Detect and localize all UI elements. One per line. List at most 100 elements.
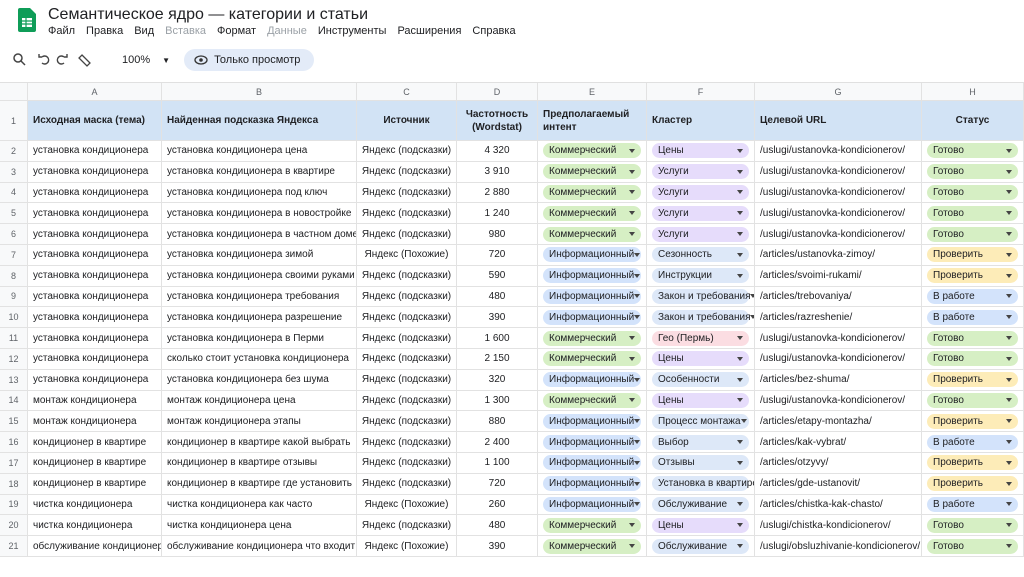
row-number: 4	[0, 182, 28, 204]
cell: Услуги	[647, 161, 755, 183]
dropdown-chip[interactable]: Услуги	[652, 226, 749, 242]
dropdown-chip[interactable]: Готово	[927, 538, 1018, 554]
dropdown-chip[interactable]: Готово	[927, 143, 1018, 159]
menu-item[interactable]: Формат	[217, 25, 257, 37]
dropdown-chip[interactable]: Информационный	[543, 268, 641, 284]
dropdown-chip[interactable]: Цены	[652, 392, 749, 408]
row-number: 19	[0, 494, 28, 516]
cell: кондиционер в квартире какой выбрать	[162, 432, 357, 453]
dropdown-chip[interactable]: Обслуживание	[652, 496, 749, 512]
dropdown-chip[interactable]: Услуги	[652, 205, 749, 221]
row-number: 6	[0, 224, 28, 245]
dropdown-chip[interactable]: Услуги	[652, 164, 749, 180]
row-number: 3	[0, 161, 28, 183]
view-mode[interactable]: Только просмотр	[184, 49, 315, 71]
cell: Информационный	[538, 473, 647, 495]
dropdown-chip[interactable]: Готово	[927, 164, 1018, 180]
dropdown-chip[interactable]: Коммерческий	[543, 205, 641, 221]
dropdown-chip[interactable]: Готово	[927, 517, 1018, 533]
dropdown-chip[interactable]: В работе	[927, 496, 1018, 512]
menu-item[interactable]: Расширения	[397, 25, 462, 37]
dropdown-chip[interactable]: Готово	[927, 392, 1018, 408]
cell: В работе	[922, 494, 1024, 516]
cell: 2 150	[457, 349, 538, 370]
dropdown-chip[interactable]: Коммерческий	[543, 330, 641, 346]
dropdown-chip[interactable]: Готово	[927, 184, 1018, 200]
dropdown-chip[interactable]: Готово	[927, 351, 1018, 367]
header-cell: Предполагаемый интент	[538, 101, 647, 141]
cell: установка кондиционера цена	[162, 141, 357, 162]
dropdown-chip[interactable]: Коммерческий	[543, 538, 641, 554]
dropdown-chip[interactable]: Выбор	[652, 434, 749, 450]
menu-item[interactable]: Файл	[48, 25, 76, 37]
dropdown-chip[interactable]: Закон и требования	[652, 309, 750, 325]
cell: Информационный	[538, 432, 647, 453]
zoom[interactable]: 100%	[122, 54, 151, 66]
menu-item[interactable]: Вставка	[165, 25, 207, 37]
dropdown-chip[interactable]: Цены	[652, 143, 749, 159]
dropdown-chip[interactable]: Отзывы	[652, 455, 749, 471]
dropdown-chip[interactable]: Информационный	[543, 476, 641, 492]
dropdown-chip[interactable]: Готово	[927, 205, 1018, 221]
dropdown-chip[interactable]: Информационный	[543, 247, 641, 263]
dropdown-chip[interactable]: Гео (Пермь)	[652, 330, 749, 346]
dropdown-chip[interactable]: Информационный	[543, 455, 641, 471]
dropdown-chip[interactable]: Информационный	[543, 413, 641, 429]
dropdown-chip[interactable]: Проверить	[927, 476, 1018, 492]
header-cell: Кластер	[647, 101, 755, 141]
row-number: 17	[0, 453, 28, 474]
row-number: 18	[0, 473, 28, 495]
menu-item[interactable]: Данные	[267, 25, 307, 37]
cell: установка кондиционера под ключ	[162, 182, 357, 204]
cell: Готово	[922, 141, 1024, 162]
cell: /uslugi/ustanovka-kondicionerov/	[755, 182, 922, 204]
dropdown-chip[interactable]: Инструкции	[652, 268, 749, 284]
dropdown-chip[interactable]: Информационный	[543, 372, 641, 388]
cell: установка кондиционера	[28, 369, 162, 391]
menu-item[interactable]: Вид	[134, 25, 155, 37]
menu-item[interactable]: Правка	[86, 25, 124, 37]
dropdown-chip[interactable]: В работе	[927, 434, 1018, 450]
dropdown-chip[interactable]: Услуги	[652, 184, 749, 200]
menu-item[interactable]: Справка	[472, 25, 516, 37]
dropdown-chip[interactable]: Процесс монтажа	[652, 413, 749, 429]
cell: /uslugi/ustanovka-kondicionerov/	[755, 224, 922, 245]
dropdown-chip[interactable]: Информационный	[543, 434, 641, 450]
dropdown-chip[interactable]: Готово	[927, 330, 1018, 346]
dropdown-chip[interactable]: Коммерческий	[543, 351, 641, 367]
dropdown-chip[interactable]: Цены	[652, 351, 749, 367]
cell: 320	[457, 369, 538, 391]
dropdown-chip[interactable]: Информационный	[543, 309, 641, 325]
dropdown-chip[interactable]: Проверить	[927, 247, 1018, 263]
cell: 4 320	[457, 141, 538, 162]
dropdown-chip[interactable]: Установка в квартире	[652, 476, 754, 492]
dropdown-chip[interactable]: Сезонность	[652, 247, 749, 263]
dropdown-chip[interactable]: Обслуживание	[652, 538, 749, 554]
dropdown-chip[interactable]: Особенности	[652, 372, 749, 388]
dropdown-chip[interactable]: Закон и требования	[652, 288, 750, 304]
menu-item[interactable]: Инструменты	[317, 25, 387, 37]
cell: Коммерческий	[538, 203, 647, 225]
dropdown-chip[interactable]: Проверить	[927, 413, 1018, 429]
dropdown-chip[interactable]: Коммерческий	[543, 392, 641, 408]
dropdown-chip[interactable]: Проверить	[927, 455, 1018, 471]
dropdown-chip[interactable]: В работе	[927, 288, 1018, 304]
cell: Коммерческий	[538, 328, 647, 349]
dropdown-chip[interactable]: Информационный	[543, 496, 641, 512]
dropdown-chip[interactable]: Коммерческий	[543, 226, 641, 242]
dropdown-chip[interactable]: Цены	[652, 517, 749, 533]
cell: Информационный	[538, 369, 647, 391]
dropdown-chip[interactable]: Проверить	[927, 372, 1018, 388]
cell: Информационный	[538, 411, 647, 433]
dropdown-chip[interactable]: Готово	[927, 226, 1018, 242]
column-letter: A	[28, 83, 162, 101]
dropdown-chip[interactable]: Коммерческий	[543, 164, 641, 180]
cell: Информационный	[538, 307, 647, 329]
dropdown-chip[interactable]: Коммерческий	[543, 517, 641, 533]
dropdown-chip[interactable]: Коммерческий	[543, 143, 641, 159]
dropdown-chip[interactable]: Проверить	[927, 268, 1018, 284]
dropdown-chip[interactable]: Информационный	[543, 288, 641, 304]
dropdown-chip[interactable]: Коммерческий	[543, 184, 641, 200]
dropdown-chip[interactable]: В работе	[927, 309, 1018, 325]
cell: монтаж кондиционера	[28, 390, 162, 412]
